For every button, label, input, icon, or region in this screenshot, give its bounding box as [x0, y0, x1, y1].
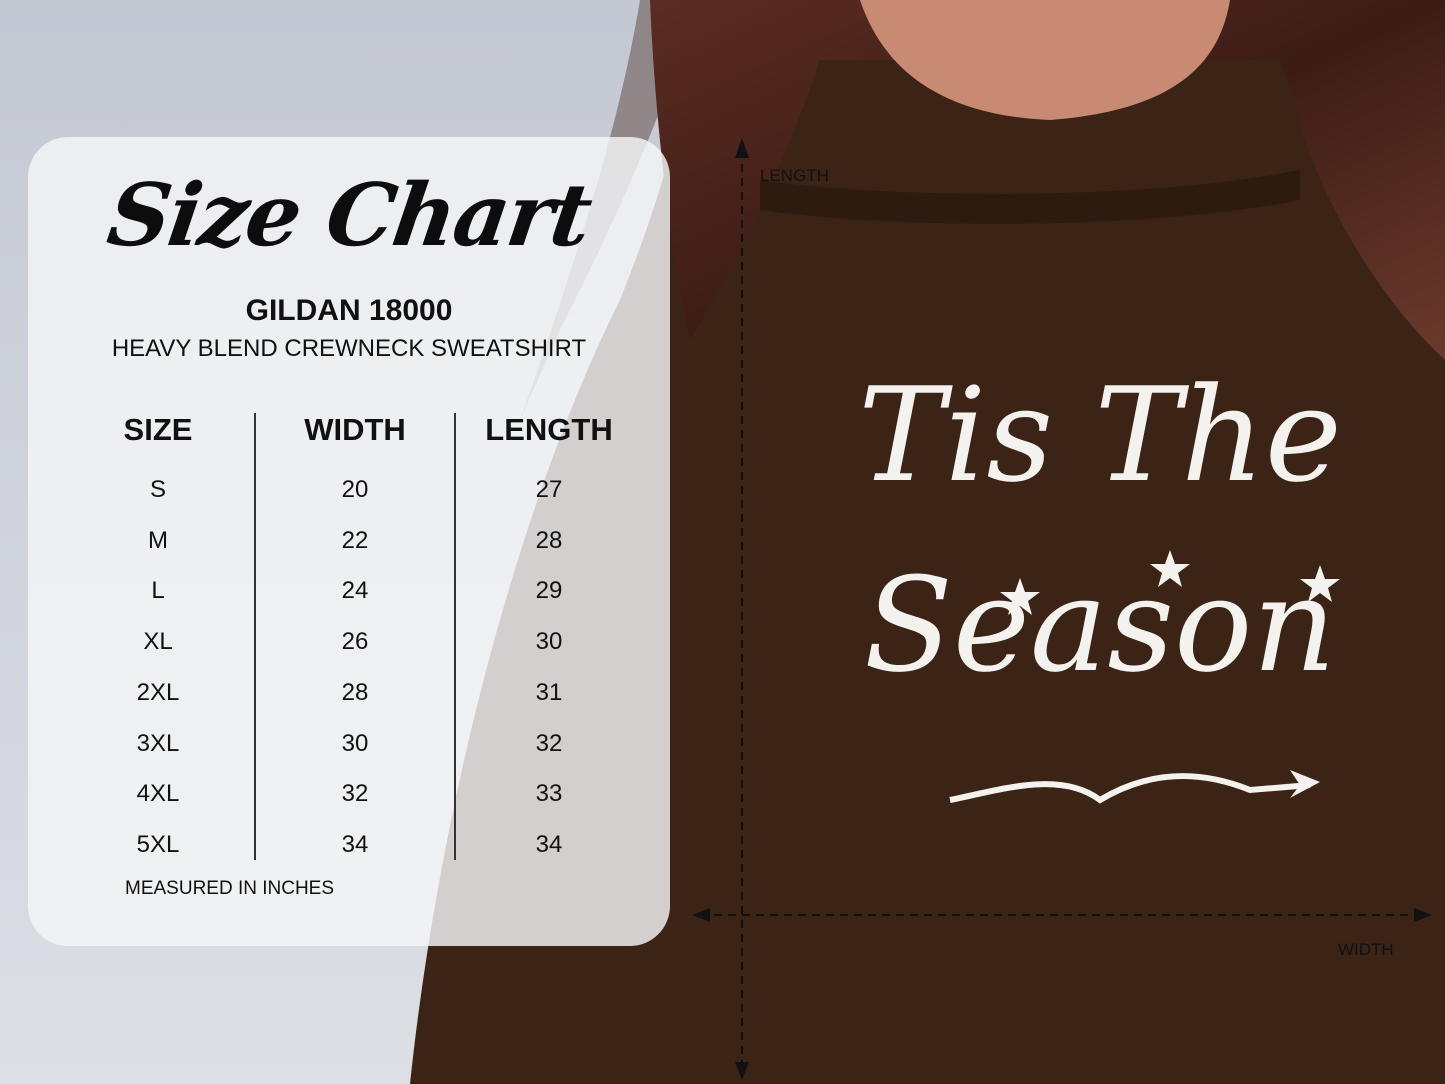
table-cell: 32 — [341, 780, 369, 808]
footnote: MEASURED IN INCHES — [125, 878, 335, 899]
table-cell: 30 — [535, 628, 563, 656]
length-label: LENGTH — [760, 166, 829, 185]
print-line2: Season — [863, 549, 1337, 701]
table-cell: 20 — [341, 476, 369, 503]
table-cell: 28 — [341, 678, 369, 706]
column-divider — [254, 413, 256, 860]
table-cell: 24 — [341, 577, 369, 605]
chart-title: Size Chart — [101, 165, 597, 266]
table-cell: 22 — [341, 526, 369, 554]
table-cell: S — [149, 476, 166, 503]
brand-model: GILDAN 18000 — [245, 294, 453, 327]
size-chart-panel: Size Chart GILDAN 18000 HEAVY BLEND CREW… — [28, 137, 670, 946]
shirt-print: Tis The Season — [820, 360, 1380, 700]
column-header: LENGTH — [485, 412, 613, 447]
column-divider — [454, 413, 456, 860]
column-header: SIZE — [123, 412, 193, 447]
table-cell: 27 — [535, 476, 563, 503]
table-cell: 5XL — [136, 830, 180, 858]
table-cell: L — [151, 577, 165, 605]
length-arrow — [700, 150, 1425, 1070]
column-header: WIDTH — [304, 412, 406, 447]
table-cell: M — [148, 526, 168, 554]
table-cell: 34 — [341, 830, 369, 858]
table-cell: 4XL — [136, 780, 180, 808]
width-label: WIDTH — [1338, 940, 1394, 959]
table-cell: 2XL — [136, 678, 180, 706]
table-cell: XL — [143, 628, 173, 656]
print-line1: Tis The — [858, 359, 1342, 511]
table-cell: 31 — [535, 678, 563, 706]
table-cell: 34 — [535, 830, 563, 858]
table-cell: 3XL — [136, 729, 180, 757]
table-cell: 26 — [341, 628, 369, 656]
table-cell: 32 — [535, 729, 563, 757]
table-cell: 28 — [535, 526, 563, 554]
table-cell: 30 — [341, 729, 369, 757]
table-cell: 29 — [535, 577, 563, 605]
table-cell: 33 — [535, 780, 563, 808]
product-name: HEAVY BLEND CREWNECK SWEATSHIRT — [111, 335, 587, 362]
